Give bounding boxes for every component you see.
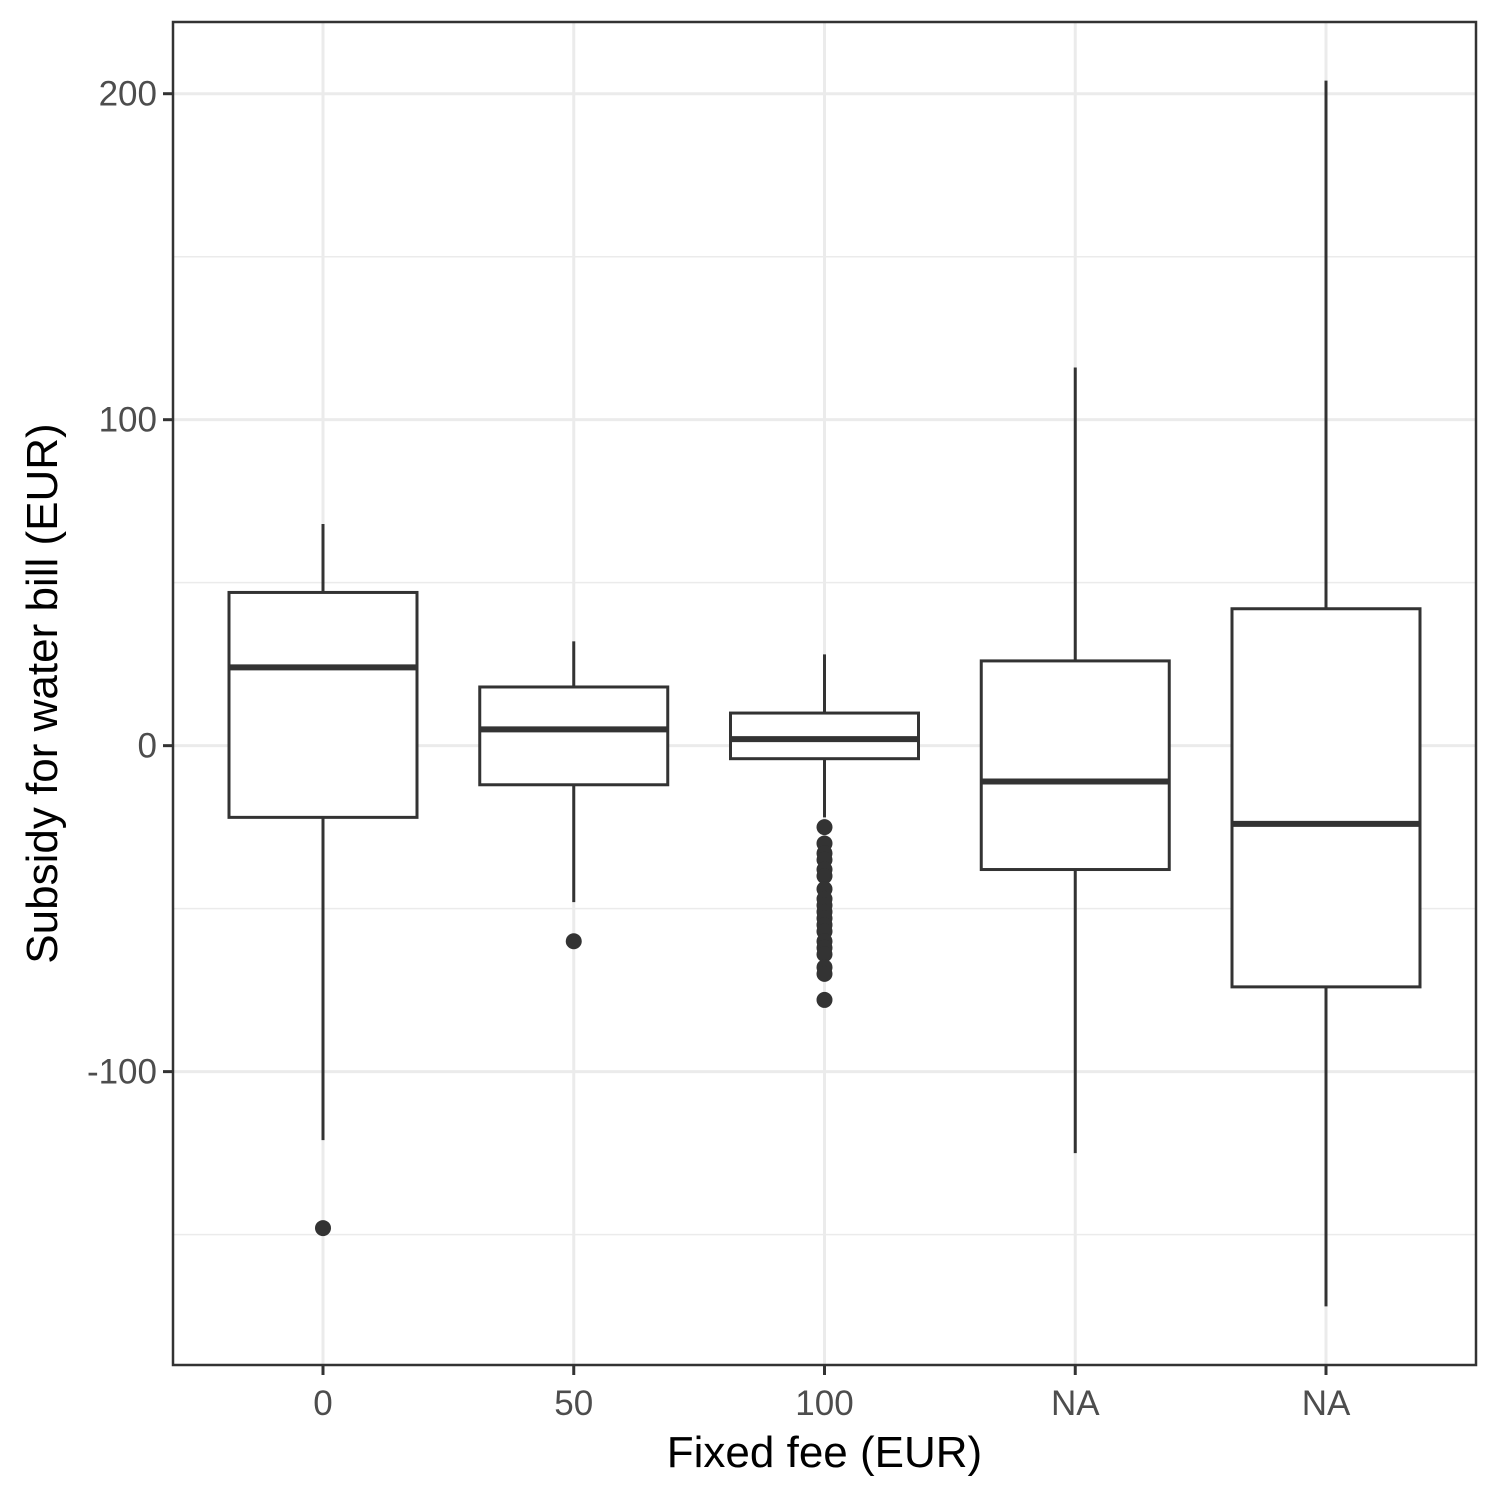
y-tick-label: 100 [99,401,157,440]
x-axis-title: Fixed fee (EUR) [667,1428,982,1477]
box [1230,607,1422,989]
x-tick-label: 100 [795,1384,853,1423]
y-tick-label: 200 [99,75,157,114]
box-layer [227,80,1422,1307]
x-tick-label: 0 [313,1384,332,1423]
outlier-point [816,946,833,963]
outlier-point [816,868,833,885]
x-tick-label: NA [1302,1384,1351,1423]
axis-layer: -100 0 100 200 0 50 100 NA NA [87,75,1351,1423]
outlier-point [816,819,833,836]
x-tick-label: 50 [554,1384,593,1423]
outlier-point [565,933,582,950]
box-group [1230,80,1422,1307]
box [227,590,419,819]
box-group [227,523,419,1237]
outlier-point [816,991,833,1008]
box-group [729,654,920,1008]
y-axis-title: Subsidy for water bill (EUR) [18,423,67,963]
box-group [979,367,1171,1154]
y-tick-label: -100 [87,1053,157,1092]
outlier-point [315,1220,331,1237]
box [478,685,670,787]
box [979,659,1171,872]
box-group [478,641,670,950]
outlier-point [816,965,833,982]
x-tick-label: NA [1051,1384,1100,1423]
y-tick-label: 0 [138,727,157,766]
box [729,711,920,761]
